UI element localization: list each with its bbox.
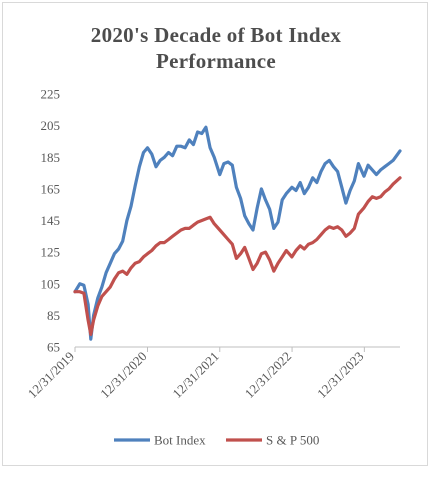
legend-label: S & P 500	[266, 433, 319, 448]
y-tick-label: 105	[41, 276, 61, 291]
x-tick-label: 12/31/2021	[169, 349, 221, 401]
legend-item-sp500: S & P 500	[226, 433, 319, 448]
y-tick-label: 85	[47, 308, 60, 323]
chart-title: 2020's Decade of Bot Index Performance	[0, 22, 432, 74]
y-tick-label: 125	[41, 245, 61, 260]
sp500-line	[73, 176, 402, 336]
legend: Bot Index S & P 500	[114, 433, 319, 448]
y-tick-label: 65	[47, 340, 60, 355]
chart-frame	[2, 2, 428, 466]
x-tick-label: 12/31/2022	[242, 349, 294, 401]
legend-item-bot-index: Bot Index	[114, 433, 206, 448]
y-tick-label: 145	[41, 213, 61, 228]
y-tick-label: 165	[41, 181, 61, 196]
y-tick-label: 185	[41, 150, 61, 165]
y-tick-label: 225	[41, 87, 61, 102]
chart-title-line-1: 2020's Decade of Bot Index	[90, 23, 342, 47]
x-tick-label: 12/31/2019	[25, 349, 77, 401]
series-lines	[73, 125, 402, 341]
y-axis: 65 85 105 125 145 165 185 205 225	[41, 87, 61, 355]
bot-index-line	[73, 125, 402, 341]
legend-label: Bot Index	[154, 433, 206, 448]
x-tick-label: 12/31/2020	[97, 349, 149, 401]
x-axis: 12/31/2019 12/31/2020 12/31/2021 12/31/2022…	[25, 346, 400, 401]
chart-title-line-2: Performance	[156, 49, 276, 73]
y-tick-label: 205	[41, 118, 61, 133]
x-tick-label: 12/31/2023	[314, 349, 366, 401]
